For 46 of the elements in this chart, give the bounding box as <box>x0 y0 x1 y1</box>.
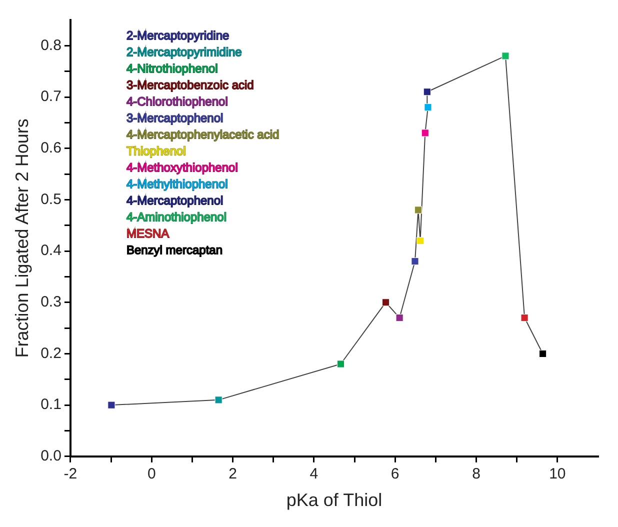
text: 3-Mercaptobenzoic acid <box>126 78 254 92</box>
y-tick-label: 0.1 <box>40 396 62 414</box>
point <box>421 129 429 137</box>
y-axis-title: Fraction Ligated After 2 Hours <box>12 118 32 358</box>
y-tick-label: 0.2 <box>40 344 62 362</box>
y-tick-label: 0.6 <box>40 139 62 156</box>
text: 4-Nitrothiophenol <box>126 62 218 76</box>
point <box>424 103 432 112</box>
text: MESNA <box>126 226 170 241</box>
y-tick-label: 0.5 <box>40 190 62 208</box>
text: 4-Aminothiophenol <box>126 210 227 224</box>
text: 3-Mercaptophenol <box>126 111 224 126</box>
y-tick-label: 0.4 <box>40 242 62 260</box>
text: 4-Chlorothiophenol <box>126 94 228 109</box>
x-axis-title: pKa of Thiol <box>286 490 382 510</box>
point <box>502 52 510 60</box>
text: 4-Methoxythiophenol <box>126 160 238 175</box>
y-tick-label: 0.8 <box>40 36 62 54</box>
text: 2-Mercaptopyridine <box>126 28 230 43</box>
y-tick-label: 0.3 <box>40 294 62 311</box>
point <box>423 88 431 96</box>
x-tick-label: 0 <box>147 466 156 483</box>
point <box>520 314 528 322</box>
point <box>411 258 419 266</box>
x-tick-label: 10 <box>549 466 566 483</box>
text: Thiophenol <box>126 144 186 158</box>
text: 4-Methylthiophenol <box>126 177 228 192</box>
x-tick-label: 8 <box>472 466 480 483</box>
x-tick-label: 2 <box>228 466 237 483</box>
text: Benzyl mercaptan <box>126 243 222 258</box>
x-tick-label: -2 <box>64 466 78 483</box>
point <box>414 206 422 214</box>
point <box>108 401 116 409</box>
point <box>416 236 424 245</box>
text: 4-Mercaptophenol <box>126 194 224 208</box>
point <box>214 396 222 404</box>
point <box>336 360 345 368</box>
y-tick-label: 0.0 <box>40 448 62 465</box>
text: 4-Mercaptophenylacetic acid <box>126 128 280 142</box>
y-tick-label: 0.7 <box>40 88 62 106</box>
x-tick-label: 4 <box>310 466 318 483</box>
point <box>396 314 404 322</box>
x-tick-label: 6 <box>390 466 400 483</box>
point <box>382 298 390 306</box>
point <box>539 350 547 358</box>
text: 2-Mercaptopyrimidine <box>126 45 242 60</box>
